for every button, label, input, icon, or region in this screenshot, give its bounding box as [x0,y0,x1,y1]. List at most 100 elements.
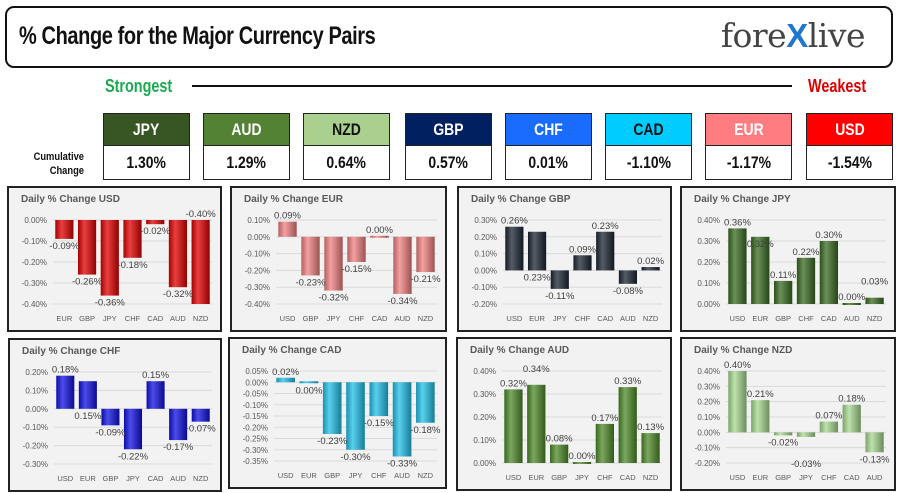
data-label: -0.32% [163,289,194,300]
cumulative-value-text: -1.17% [726,152,771,172]
bar-aud [393,236,412,294]
bar-aud [392,382,412,457]
x-tick-label: EUR [528,473,544,482]
currency-box-eur: EUR -1.17% [705,113,792,180]
x-tick-label: USD [278,471,294,480]
bar-nzd [641,433,660,463]
page-title: % Change for the Major Currency Pairs [19,22,376,50]
y-tick-label: 0.40% [697,216,720,225]
x-tick-label: NZD [643,314,659,323]
currency-name: CAD [606,114,691,146]
chart-title: Daily % Change CAD [242,345,342,356]
bar-cad [370,235,389,238]
x-tick-label: CAD [597,314,613,323]
y-tick-label: 0.00% [245,378,268,387]
data-label: 0.09% [569,244,596,255]
cumulative-change-label: Cumulative Change [33,151,84,177]
bar-jpy [100,220,119,296]
bar-eur [299,381,319,384]
bar-usd [728,371,747,433]
y-tick-label: 0.00% [697,428,720,437]
data-label: 0.15% [74,411,101,422]
x-tick-label: EUR [752,314,768,323]
weakest-label: Weakest [808,76,867,96]
data-label: -0.09% [95,427,126,438]
x-tick-label: USD [506,314,522,323]
data-label: 0.40% [724,360,751,371]
x-tick-label: GBP [303,314,319,323]
data-label: 0.33% [614,376,641,387]
bar-cad [819,241,838,304]
y-tick-label: -0.10% [22,237,47,246]
bar-chf [573,255,592,271]
data-label: 0.08% [546,434,573,445]
data-label: 0.21% [747,389,774,400]
x-tick-label: NZD [193,474,209,483]
x-tick-label: CAD [821,314,837,323]
x-tick-label: EUR [529,314,545,323]
bar-chf [819,421,838,433]
chart-daily-change-usd: Daily % Change USD 0.00% -0.10% -0.20% -0.30… [7,186,222,332]
forexlive-logo: foreXlive [720,16,866,55]
bar-chf [369,382,389,416]
x-tick-label: CAD [844,473,860,482]
bar-cad [146,220,165,225]
bar-gbp [77,220,97,275]
x-tick-label: CHF [349,314,365,323]
chart-title: Daily % Change AUD [470,345,570,356]
y-tick-label: -0.30% [22,279,47,288]
bar-usd [504,389,523,463]
cumulative-value: 1.30% [104,146,189,179]
chart-daily-change-cad: Daily % Change CAD 0.05% 0.00% -0.05% -0.10%… [228,337,447,489]
bar-jpy [796,432,816,437]
y-tick-label: -0.10% [472,283,497,292]
x-tick-label: GBP [551,473,567,482]
data-label: -0.34% [387,296,418,307]
currency-box-aud: AUD 1.29% [203,113,290,180]
data-label: 0.18% [838,394,865,405]
x-tick-label: GBP [775,473,791,482]
y-tick-label: -0.20% [472,300,497,309]
cumulative-value-text: 1.29% [226,152,267,172]
chart-daily-change-eur: Daily % Change EUR 0.10% 0.00% -0.10% -0.20%… [230,186,447,332]
bar-nzd [191,220,210,304]
logo-text: fore [720,16,787,55]
data-label: 0.23% [524,272,551,283]
x-tick-label: USD [280,314,296,323]
data-label: -0.30% [340,452,371,463]
cumulative-value-text: -1.10% [626,152,671,172]
x-tick-label: NZD [193,314,209,323]
currency-name: USD [807,114,892,146]
y-tick-label: 0.30% [697,237,720,246]
x-tick-label: USD [57,474,73,483]
currency-code: CHF [534,119,563,139]
y-tick-label: -0.30% [245,283,270,292]
data-label: 0.22% [793,247,820,258]
chart-svg: 0.40% 0.30% 0.20% 0.10% 0.00% -0.10% -0.20% USD… [695,360,891,482]
bar-cad [842,404,861,433]
x-tick-label: AUD [844,314,860,323]
currency-code: AUD [231,119,262,139]
data-label: 0.02% [637,256,664,267]
y-tick-label: 0.20% [697,398,720,407]
currency-name: NZD [304,114,389,146]
x-tick-label: USD [730,473,746,482]
cumulative-value: 0.57% [406,146,491,179]
bar-eur [78,381,97,409]
data-label: -0.18% [410,425,441,436]
currency-code: JPY [133,119,160,139]
bar-chf [123,220,142,258]
y-tick-label: 0.00% [474,266,497,275]
strongest-label: Strongest [105,76,173,96]
currency-name: JPY [104,114,189,146]
data-label: 0.26% [501,216,528,227]
bar-jpy [324,236,343,291]
data-label: 0.07% [815,411,842,422]
bar-jpy [550,270,569,289]
chart-svg: 0.00% -0.10% -0.20% -0.30% -0.40% EUR GBP JPY CH… [22,209,217,323]
chart-svg: 0.30% 0.20% 0.10% 0.00% -0.10% -0.20% USD EUR JP… [472,216,665,323]
data-label: 0.23% [592,221,619,232]
data-label: 0.36% [724,217,751,228]
y-tick-label: 0.20% [473,413,496,422]
cumulative-value: 1.29% [204,146,289,179]
